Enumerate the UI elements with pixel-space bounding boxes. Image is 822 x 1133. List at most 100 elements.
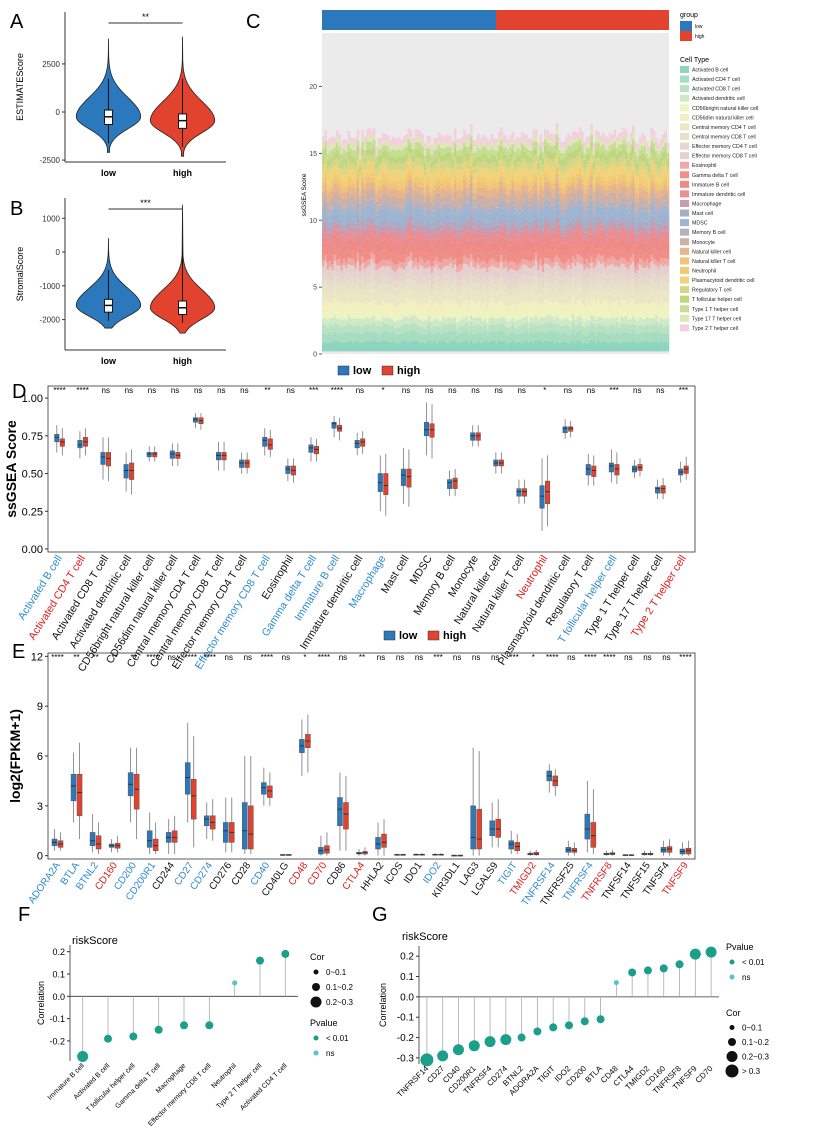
area-segment-27 (500, 127, 503, 136)
area-segment-6 (638, 290, 642, 303)
area-segment-10 (486, 264, 489, 272)
box-high (343, 802, 349, 830)
area-segment-8 (419, 273, 422, 282)
area-segment-23 (444, 160, 448, 169)
sig-label: ** (73, 653, 79, 662)
area-segment-5 (352, 300, 355, 310)
area-segment-3 (636, 320, 640, 327)
legend-key (680, 266, 689, 274)
area-segment-2 (493, 324, 496, 332)
area-segment-17 (645, 208, 649, 213)
area-segment-17 (467, 203, 471, 209)
area-segment-21 (502, 177, 506, 182)
area-segment-8 (569, 278, 573, 285)
area-segment-4 (421, 312, 425, 322)
area-segment-25 (421, 146, 425, 154)
area-segment-12 (525, 238, 529, 252)
area-segment-7 (379, 285, 383, 294)
area-segment-14 (599, 224, 603, 230)
area-segment-4 (636, 312, 640, 321)
area-segment-8 (500, 272, 503, 279)
area-segment-15 (590, 212, 593, 219)
area-segment-2 (643, 326, 647, 334)
area-segment-18 (338, 195, 341, 204)
area-segment-24 (592, 161, 596, 169)
area-segment-20 (604, 184, 607, 189)
box-high (129, 462, 135, 480)
area-segment-13 (352, 233, 355, 242)
area-segment-17 (389, 206, 392, 211)
area-segment-19 (511, 183, 515, 191)
area-segment-22 (662, 167, 665, 180)
area-segment-0 (659, 340, 663, 352)
area-segment-27 (333, 136, 337, 143)
area-segment-22 (349, 169, 353, 179)
area-segment-17 (636, 210, 640, 217)
area-segment-27 (652, 130, 656, 139)
area-segment-1 (507, 334, 510, 344)
area-segment-22 (514, 172, 517, 182)
area-segment-25 (655, 151, 658, 158)
area-segment-1 (335, 332, 339, 342)
box-high (267, 785, 273, 798)
area-segment-8 (333, 271, 337, 279)
area-segment-11 (372, 247, 376, 256)
area-segment-21 (456, 182, 459, 187)
area-segment-8 (532, 275, 536, 283)
area-segment-10 (495, 261, 499, 268)
area-segment-4 (375, 312, 378, 321)
area-segment-15 (557, 216, 561, 224)
area-segment-11 (652, 248, 656, 259)
area-segment-24 (384, 151, 388, 158)
area-segment-21 (532, 175, 536, 181)
area-segment-24 (326, 160, 330, 168)
area-segment-25 (643, 147, 647, 155)
area-segment-5 (666, 302, 670, 311)
area-segment-19 (553, 188, 556, 197)
area-segment-26 (560, 148, 563, 154)
area-segment-7 (393, 286, 397, 296)
area-segment-14 (428, 228, 432, 234)
area-segment-22 (534, 162, 538, 174)
area-segment-9 (581, 264, 584, 276)
area-segment-21 (527, 181, 531, 187)
area-segment-6 (414, 290, 418, 301)
area-segment-11 (328, 251, 332, 261)
box-low (89, 832, 96, 846)
area-segment-17 (500, 198, 503, 205)
area-segment-8 (638, 274, 642, 283)
lollipop-dot (628, 968, 637, 977)
area-segment-5 (402, 302, 406, 310)
area-segment-2 (534, 322, 538, 331)
area-segment-13 (585, 232, 589, 241)
area-segment-2 (514, 327, 517, 335)
area-segment-13 (476, 228, 480, 240)
area-segment-9 (379, 267, 383, 278)
legend-key (680, 228, 689, 236)
area-segment-12 (500, 237, 503, 248)
area-segment-24 (643, 154, 647, 163)
area-segment-5 (557, 302, 561, 313)
area-segment-10 (481, 260, 485, 268)
area-segment-13 (345, 236, 348, 247)
area-segment-3 (666, 318, 670, 325)
area-segment-21 (618, 174, 621, 179)
area-segment-18 (472, 199, 475, 208)
area-segment-21 (481, 176, 485, 182)
area-segment-2 (398, 327, 401, 335)
area-segment-4 (608, 312, 612, 320)
area-segment-1 (497, 330, 501, 341)
sig-label: ns (171, 386, 179, 395)
area-segment-23 (631, 153, 635, 161)
area-segment-1 (629, 333, 633, 343)
area-segment-27 (664, 131, 667, 139)
area-segment-14 (340, 229, 344, 236)
legend-label: Immature dendritic cell (692, 192, 745, 198)
box-high (152, 452, 158, 458)
area-segment-23 (347, 159, 351, 166)
area-segment-21 (463, 170, 466, 176)
area-segment-9 (426, 268, 429, 278)
area-segment-6 (407, 288, 411, 300)
area-segment-11 (576, 244, 580, 255)
area-segment-16 (666, 211, 670, 221)
